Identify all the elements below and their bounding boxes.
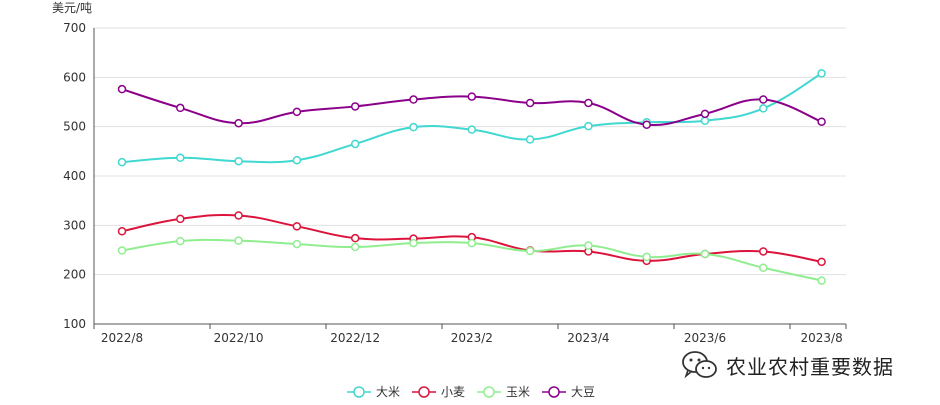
- legend-label: 大豆: [571, 385, 595, 399]
- y-tick-label: 700: [63, 21, 86, 35]
- wechat-icon: [682, 351, 717, 379]
- legend-marker: [418, 386, 430, 398]
- data-point[interactable]: [409, 122, 418, 132]
- data-point[interactable]: [759, 95, 768, 104]
- legend-marker: [548, 386, 560, 398]
- data-point[interactable]: [700, 109, 710, 119]
- data-point[interactable]: [467, 92, 477, 101]
- legend-marker: [353, 386, 365, 398]
- y-axis-label: 美元/吨: [52, 1, 92, 15]
- axes: 100 200 300 400 500 600 700 2022/8 2022/10 2022/1…: [63, 21, 847, 345]
- data-point[interactable]: [525, 135, 535, 144]
- data-point[interactable]: [409, 238, 418, 248]
- data-point[interactable]: [759, 104, 768, 113]
- data-point[interactable]: [759, 263, 768, 273]
- data-point[interactable]: [176, 103, 185, 113]
- data-point[interactable]: [350, 242, 360, 252]
- data-point[interactable]: [234, 118, 243, 128]
- y-tick-label: 200: [63, 268, 86, 282]
- data-point[interactable]: [817, 276, 826, 285]
- x-tick-label: 2022/10: [214, 331, 264, 345]
- legend-item[interactable]: 大豆: [542, 385, 595, 399]
- series-lines: [117, 69, 826, 285]
- data-point[interactable]: [584, 98, 593, 108]
- watermark-text: 农业农村重要数据: [726, 354, 894, 379]
- data-point[interactable]: [350, 139, 360, 149]
- data-point[interactable]: [117, 157, 127, 167]
- data-point[interactable]: [234, 236, 243, 245]
- y-tick-label: 100: [63, 317, 86, 331]
- data-point[interactable]: [176, 236, 185, 246]
- legend[interactable]: 大米 小麦 玉米 大豆: [347, 385, 595, 399]
- data-point[interactable]: [525, 246, 535, 256]
- legend-label: 小麦: [441, 385, 465, 399]
- data-point[interactable]: [176, 153, 185, 162]
- grid-lines: [94, 27, 846, 276]
- data-point[interactable]: [234, 156, 243, 166]
- series-0: [117, 69, 826, 167]
- y-tick-label: 400: [63, 169, 86, 183]
- y-tick-label: 600: [63, 70, 86, 84]
- x-tick-label: 2023/2: [451, 331, 493, 345]
- data-point[interactable]: [584, 241, 593, 250]
- data-point[interactable]: [700, 116, 710, 125]
- data-point[interactable]: [525, 98, 535, 108]
- data-point[interactable]: [350, 233, 360, 243]
- data-point[interactable]: [817, 69, 826, 78]
- x-tick-label: 2023/4: [567, 331, 609, 345]
- data-point[interactable]: [292, 239, 302, 249]
- data-point[interactable]: [817, 117, 826, 126]
- data-point[interactable]: [117, 227, 127, 236]
- series-2: [117, 236, 826, 285]
- series-line: [121, 72, 823, 164]
- data-point[interactable]: [700, 249, 710, 259]
- legend-item[interactable]: 玉米: [477, 385, 530, 399]
- y-tick-label: 500: [63, 120, 86, 134]
- data-point[interactable]: [467, 238, 477, 248]
- data-point[interactable]: [642, 120, 651, 129]
- series-3: [117, 84, 826, 129]
- data-point[interactable]: [642, 252, 651, 262]
- data-point[interactable]: [409, 95, 418, 104]
- x-tick-label: 2023/6: [684, 331, 726, 345]
- legend-label: 玉米: [506, 385, 530, 399]
- data-point[interactable]: [817, 257, 826, 267]
- data-point[interactable]: [292, 155, 302, 165]
- x-tick-label: 2022/8: [101, 331, 143, 345]
- data-point[interactable]: [292, 222, 302, 231]
- data-point[interactable]: [350, 102, 360, 111]
- y-tick-label: 300: [63, 218, 86, 232]
- data-point[interactable]: [176, 214, 185, 224]
- data-point[interactable]: [117, 246, 127, 255]
- legend-label: 大米: [376, 385, 400, 399]
- x-tick-label: 2023/8: [800, 331, 842, 345]
- data-point[interactable]: [292, 107, 302, 117]
- x-tick-label: 2022/12: [330, 331, 380, 345]
- data-point[interactable]: [584, 121, 593, 131]
- legend-item[interactable]: 小麦: [412, 385, 465, 399]
- data-point[interactable]: [467, 125, 477, 134]
- series-1: [117, 211, 826, 267]
- legend-item[interactable]: 大米: [347, 385, 400, 399]
- data-point[interactable]: [234, 211, 243, 220]
- legend-marker: [483, 386, 495, 398]
- data-point[interactable]: [117, 84, 127, 94]
- data-point[interactable]: [759, 247, 768, 256]
- watermark: 农业农村重要数据: [680, 348, 894, 382]
